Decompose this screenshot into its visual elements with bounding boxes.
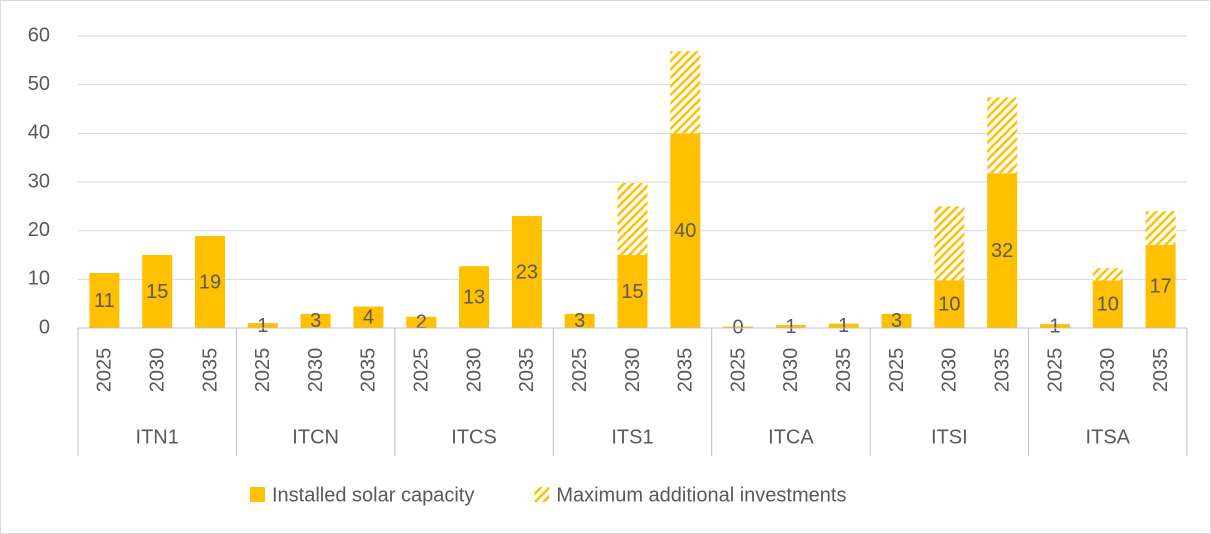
bar (247, 323, 278, 328)
bar (934, 206, 965, 281)
x-tick-label: 2025 (886, 348, 908, 393)
x-tick-label: 2030 (622, 348, 644, 393)
bar (723, 326, 754, 328)
bar (1145, 211, 1176, 245)
bar (459, 266, 490, 328)
x-tick-label: 2035 (991, 348, 1013, 393)
data-label: 11 (94, 290, 115, 312)
bar (617, 255, 648, 328)
bar (1145, 244, 1176, 328)
x-tick-label: 2030 (939, 348, 961, 393)
y-tick-label: 10 (28, 268, 50, 290)
y-tick-label: 50 (28, 73, 50, 95)
data-label: 3 (310, 310, 321, 332)
data-label: 3 (891, 310, 902, 332)
bar (1039, 324, 1070, 328)
x-tick-label: 2035 (675, 348, 697, 393)
group-label: ITS1 (611, 426, 653, 448)
legend-label: Maximum additional investments (556, 484, 846, 506)
x-tick-label: 2025 (1044, 348, 1066, 393)
x-tick-label: 2030 (780, 348, 802, 393)
y-tick-label: 30 (28, 170, 50, 192)
bar (406, 316, 437, 328)
data-label: 40 (674, 220, 696, 242)
legend-label: Installed solar capacity (272, 484, 474, 506)
data-label: 15 (621, 281, 643, 303)
bar (828, 323, 859, 328)
x-tick-label: 2030 (1097, 348, 1119, 393)
x-tick-label: 2035 (199, 348, 221, 393)
bar (353, 306, 384, 328)
bar (881, 313, 912, 328)
bar (617, 182, 648, 255)
data-label: 19 (199, 271, 221, 293)
bar (670, 51, 701, 134)
legend-swatch (534, 487, 550, 502)
y-tick-label: 0 (39, 316, 50, 338)
data-label: 4 (363, 307, 374, 329)
x-tick-label: 2035 (833, 348, 855, 393)
x-tick-label: 2025 (252, 348, 274, 393)
group-label: ITCN (292, 426, 339, 448)
bar (195, 236, 226, 328)
data-label: 3 (574, 310, 585, 332)
bar (564, 313, 595, 328)
bar (775, 325, 806, 328)
group-label: ITN1 (136, 426, 179, 448)
bar (511, 216, 542, 328)
y-tick-label: 20 (28, 219, 50, 241)
x-tick-label: 2025 (727, 348, 749, 393)
data-label: 13 (463, 286, 485, 308)
data-label: 2 (416, 312, 427, 334)
x-tick-label: 2030 (463, 348, 485, 393)
bar (670, 133, 701, 328)
group-label: ITCS (451, 426, 497, 448)
bar (1092, 280, 1123, 328)
bar (987, 97, 1018, 174)
x-tick-label: 2035 (358, 348, 380, 393)
data-label: 1 (1049, 315, 1060, 337)
group-label: ITCA (768, 426, 814, 448)
x-tick-label: 2025 (569, 348, 591, 393)
bar (934, 280, 965, 328)
bar (987, 173, 1018, 328)
bar (1092, 268, 1123, 281)
data-label: 1 (785, 316, 796, 338)
x-tick-label: 2030 (146, 348, 168, 393)
x-tick-label: 2030 (305, 348, 327, 393)
data-label: 10 (1097, 293, 1119, 315)
x-tick-label: 2035 (516, 348, 538, 393)
x-tick-label: 2025 (411, 348, 433, 393)
data-label: 1 (257, 315, 268, 337)
bar (142, 255, 173, 328)
data-label: 10 (938, 293, 960, 315)
group-label: ITSI (931, 426, 968, 448)
data-label: 23 (516, 261, 538, 283)
bar (89, 273, 120, 328)
data-label: 1 (838, 315, 849, 337)
x-tick-label: 2035 (1150, 348, 1172, 393)
data-label: 17 (1149, 276, 1171, 298)
legend-swatch (250, 487, 265, 502)
x-tick-label: 2025 (94, 348, 116, 393)
data-label: 32 (991, 240, 1013, 262)
group-label: ITSA (1086, 426, 1131, 448)
data-label: 15 (146, 281, 168, 303)
y-tick-label: 40 (28, 122, 50, 144)
bar (300, 313, 331, 328)
y-tick-label: 60 (28, 24, 50, 46)
